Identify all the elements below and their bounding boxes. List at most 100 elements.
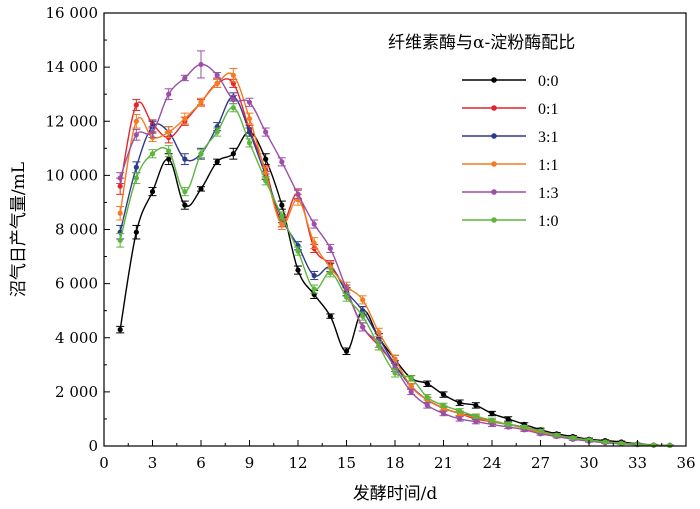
legend-swatch-marker [491, 189, 497, 195]
data-point [343, 286, 350, 292]
series-1-0 [116, 103, 674, 449]
data-point [489, 421, 495, 427]
x-tick-label: 27 [531, 454, 550, 472]
y-tick-label: 12 000 [46, 112, 99, 130]
y-tick-label: 6 000 [55, 275, 98, 293]
y-axis-ticks: 0 2 000 4 000 6 000 8 000 10 000 12 000 14 000 1… [46, 4, 110, 455]
legend-swatch-marker [491, 105, 497, 111]
legend-item: 1:0 [462, 213, 558, 230]
data-point [360, 324, 366, 330]
series-1-1 [116, 67, 674, 449]
x-tick-label: 18 [385, 454, 404, 472]
data-point [408, 383, 414, 390]
data-point [295, 248, 301, 254]
series-3-1 [116, 92, 674, 449]
x-axis-ticks: 0 3 6 9 12 15 18 21 24 27 30 33 36 [99, 440, 696, 472]
data-point [279, 213, 285, 219]
data-point [311, 240, 317, 246]
legend-swatch-marker [491, 217, 497, 223]
y-tick-label: 16 000 [46, 4, 99, 22]
legend-label: 3:1 [538, 129, 558, 146]
data-point [295, 191, 301, 197]
data-point [246, 99, 253, 105]
data-point [246, 129, 253, 135]
data-point [457, 416, 463, 422]
x-tick-label: 0 [99, 454, 109, 472]
data-point [149, 151, 156, 157]
data-point [360, 297, 366, 303]
data-point [263, 178, 269, 184]
data-point [327, 270, 333, 276]
data-point [311, 272, 317, 279]
data-point [602, 439, 608, 445]
x-tick-label: 36 [676, 454, 695, 472]
legend: 纤维素酶与α-淀粉酶配比 0:0 0:1 3:1 1:1 1:3 1:0 [388, 33, 575, 230]
series-0-0 [116, 127, 674, 448]
legend-items: 0:0 0:1 3:1 1:1 1:3 1:0 [462, 73, 558, 230]
legend-item: 1:1 [462, 157, 558, 174]
legend-item: 0:1 [462, 101, 558, 118]
y-axis-label: 沼气日产气量/mL [9, 162, 29, 297]
plot-series [116, 50, 674, 449]
series-0-1 [116, 78, 674, 449]
x-tick-label: 24 [482, 454, 501, 472]
data-point [279, 159, 285, 165]
data-point [230, 151, 236, 157]
data-point [214, 80, 220, 86]
legend-title: 纤维素酶与α-淀粉酶配比 [388, 33, 575, 53]
data-point [537, 428, 544, 434]
series-line [119, 72, 670, 447]
data-point [457, 400, 463, 406]
data-point [246, 140, 253, 146]
data-point [263, 156, 269, 162]
data-point [440, 410, 447, 417]
data-point [198, 186, 204, 192]
x-axis-label: 发酵时间/d [353, 484, 438, 504]
x-tick-label: 33 [628, 454, 647, 472]
x-tick-label: 15 [337, 454, 356, 472]
y-tick-label: 4 000 [55, 329, 98, 347]
data-point [392, 356, 398, 362]
y-tick-label: 0 [88, 437, 98, 455]
legend-label: 0:1 [538, 101, 558, 118]
data-point [230, 105, 236, 111]
data-point [440, 391, 447, 398]
data-point [408, 375, 414, 381]
legend-item: 1:3 [462, 185, 558, 202]
data-point [408, 389, 414, 395]
series-line [119, 78, 670, 447]
x-tick-label: 21 [434, 454, 453, 472]
series-line [119, 96, 670, 447]
data-point [133, 175, 139, 181]
legend-item: 3:1 [462, 129, 558, 146]
data-point [473, 413, 479, 419]
data-point [117, 327, 123, 333]
data-point [166, 129, 172, 135]
data-point [343, 294, 350, 300]
data-point [263, 129, 269, 135]
legend-swatch-marker [491, 77, 497, 83]
data-point [376, 329, 382, 335]
data-point [440, 402, 447, 409]
data-point [554, 432, 560, 438]
data-point [311, 221, 317, 227]
data-point [117, 175, 123, 181]
data-point [117, 183, 123, 189]
data-point [182, 189, 188, 195]
data-point [360, 313, 366, 319]
series-1-3 [116, 50, 674, 449]
y-tick-label: 10 000 [46, 166, 99, 184]
y-tick-label: 2 000 [55, 383, 98, 401]
data-point [133, 102, 139, 108]
data-point [489, 410, 495, 417]
data-point [457, 408, 463, 414]
data-point [651, 442, 657, 448]
data-point [133, 118, 139, 124]
data-point [376, 343, 382, 349]
data-point [182, 75, 188, 81]
data-point [166, 148, 172, 154]
data-point [311, 286, 317, 292]
data-point [214, 72, 220, 78]
data-point [246, 115, 253, 122]
data-point [279, 202, 285, 208]
